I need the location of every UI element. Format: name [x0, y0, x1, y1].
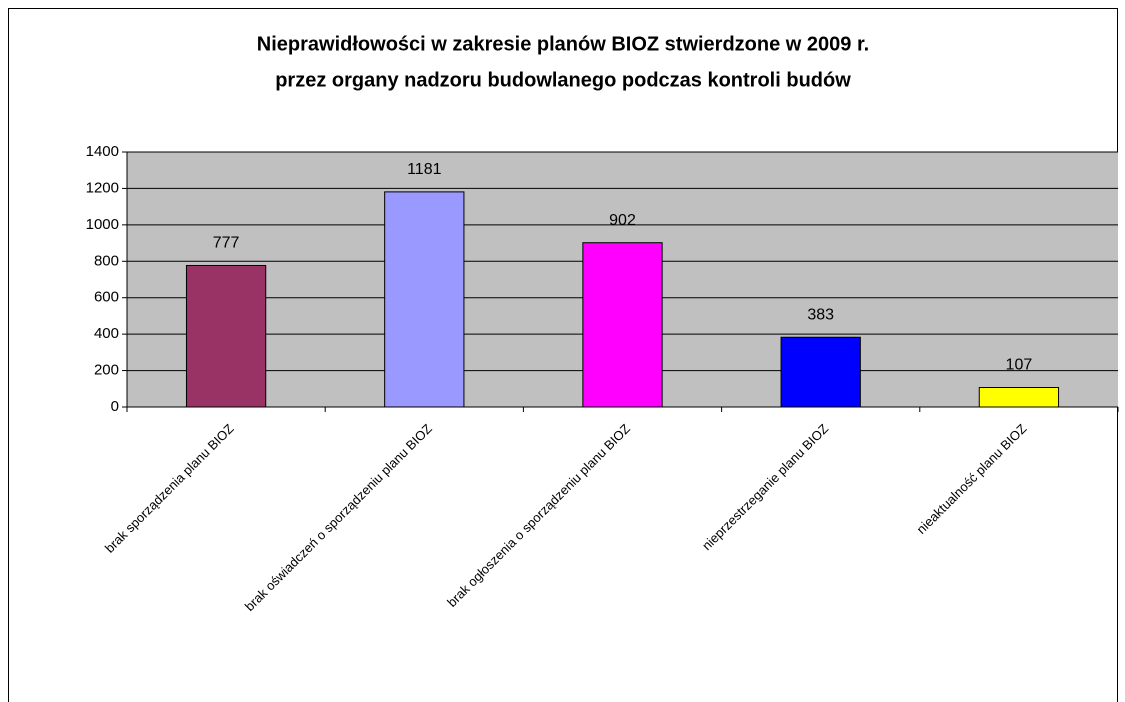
data-label: 383 [807, 306, 834, 323]
data-label: 1181 [407, 161, 442, 178]
chart-title: Nieprawidłowości w zakresie planów BIOZ … [257, 33, 869, 55]
bar [384, 191, 465, 408]
y-tick-label: 1000 [86, 216, 119, 233]
bar [978, 387, 1060, 408]
y-tick-label: 200 [94, 362, 119, 379]
y-tick-label: 800 [94, 252, 119, 269]
y-tick-label: 600 [94, 289, 119, 306]
y-tick-label: 1400 [86, 143, 119, 160]
data-label: 902 [609, 212, 636, 229]
bar [780, 336, 861, 408]
bar [582, 242, 663, 408]
bar [185, 264, 267, 408]
data-label: 777 [213, 235, 240, 252]
y-tick-label: 400 [94, 325, 119, 342]
y-tick-label: 0 [111, 398, 119, 415]
chart-title: przez organy nadzoru budowlanego podczas… [275, 69, 851, 91]
y-tick-label: 1200 [86, 179, 119, 196]
data-label: 107 [1006, 357, 1033, 374]
